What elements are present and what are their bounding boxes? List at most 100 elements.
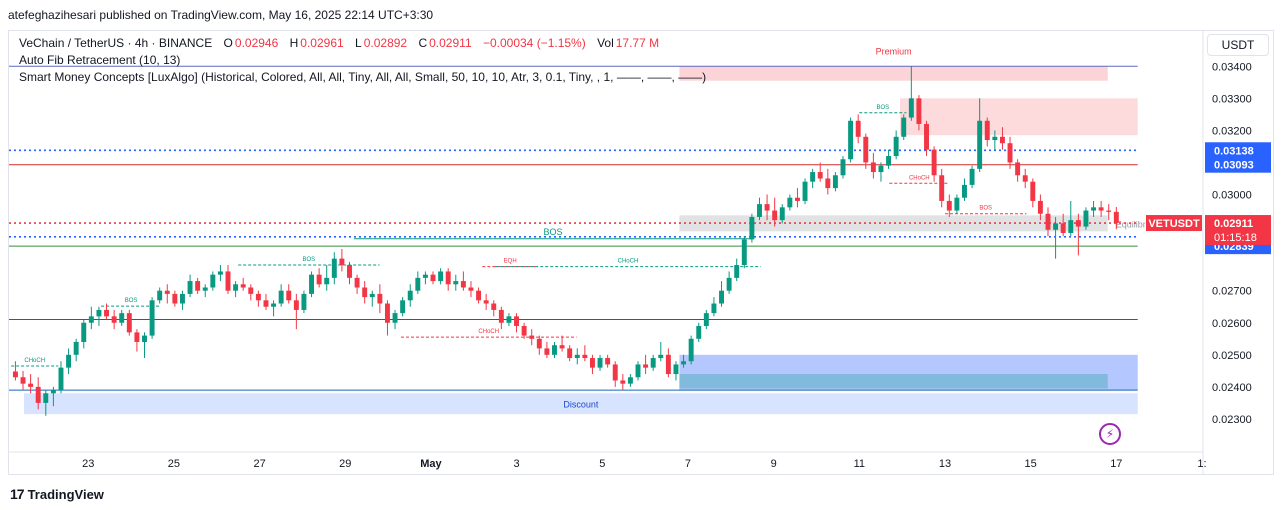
candle-body (521, 325, 527, 336)
legend-symbol[interactable]: VeChain / TetherUS · 4h · BINANCE (19, 36, 213, 50)
candle-body (605, 358, 611, 365)
candle-body (1106, 210, 1112, 212)
candle-body (324, 277, 330, 285)
symbol-tag-text: VETUSDT (1148, 218, 1200, 230)
candle (810, 168, 816, 189)
candle-body (354, 277, 360, 288)
structure-label-bos: BOS (979, 206, 992, 212)
candle (605, 354, 611, 368)
candle-body (1068, 220, 1074, 233)
candle (1113, 207, 1119, 230)
x-tick-label: 25 (168, 458, 180, 470)
candle (567, 345, 573, 362)
x-tick-label: 29 (339, 458, 351, 470)
lightning-icon[interactable]: ⚡ (1099, 423, 1121, 445)
candle-body (347, 265, 352, 278)
structure-label-bos: BOS (877, 105, 890, 111)
candle (187, 274, 193, 298)
candle (817, 162, 823, 182)
candle-body (240, 284, 246, 288)
candle-body (88, 316, 94, 323)
candle-body (187, 281, 193, 294)
candle (445, 268, 451, 291)
candle (870, 152, 876, 179)
candle (954, 194, 960, 214)
candle (384, 300, 390, 336)
candle-body (1075, 220, 1081, 227)
x-tick-label: 27 (253, 458, 265, 470)
candle (703, 309, 709, 330)
candle-body (202, 287, 208, 291)
candle (673, 361, 679, 381)
candle-body (1053, 223, 1059, 230)
x-tick-label: 3 (514, 458, 520, 470)
last-price-box (1205, 215, 1271, 246)
candle (248, 284, 254, 301)
candle (430, 271, 436, 285)
candle (741, 236, 747, 269)
candle (134, 329, 140, 352)
zone-label-equilibrium: Equilibrium (1116, 219, 1161, 229)
candle-body (400, 300, 406, 314)
candle (787, 194, 793, 211)
candle-body (66, 354, 72, 368)
candle (620, 374, 626, 391)
candle-body (50, 390, 56, 394)
candle (498, 306, 504, 330)
candle (362, 281, 368, 304)
candle (802, 178, 808, 205)
candle-body (339, 258, 345, 266)
candle-body (369, 293, 375, 298)
candle (20, 370, 26, 391)
candle (582, 345, 588, 362)
candle (643, 354, 649, 375)
candle (88, 306, 94, 330)
legend-indicator-smc[interactable]: Smart Money Concepts [LuxAlgo] (Historic… (19, 70, 707, 84)
candle (126, 309, 132, 336)
candle (377, 284, 383, 314)
candle-body (832, 175, 838, 189)
candle-body (931, 149, 937, 176)
candle (1007, 136, 1013, 169)
zone-label-premium: Premium (876, 46, 912, 56)
candle (529, 329, 535, 346)
legend-high-label: H (289, 36, 299, 50)
candle-body (840, 159, 846, 176)
legend-indicator-fib[interactable]: Auto Fib Retracement (10, 13) (19, 53, 181, 67)
candle-body (271, 303, 277, 307)
legend-open-value: 0.02946 (234, 36, 279, 50)
legend-high-value: 0.02961 (300, 36, 344, 50)
structure-label-bos: BOS (125, 298, 138, 304)
candle (104, 303, 110, 320)
candle-body (316, 274, 322, 285)
candle-body (438, 271, 444, 282)
candle-body (134, 332, 140, 342)
legend-ohlc-row[interactable]: VeChain / TetherUS · 4h · BINANCE O 0.029… (19, 35, 706, 52)
candle (119, 309, 125, 326)
chart-container[interactable]: Premium Equilibrium Discount CHoCH BOS BOS EQH… (8, 30, 1274, 475)
candle-body (286, 290, 292, 301)
candle-body (886, 156, 892, 166)
candle (286, 284, 292, 304)
candle-body (582, 354, 588, 359)
candle (35, 377, 41, 410)
candle-body (422, 274, 428, 278)
candle (400, 297, 406, 317)
candle-body (58, 367, 64, 391)
candle (179, 290, 185, 310)
candle (453, 274, 459, 291)
x-tick-label: 15 (1025, 458, 1037, 470)
candle-body (1022, 175, 1028, 182)
candle (825, 168, 831, 195)
candle-body (514, 316, 519, 326)
candle (225, 265, 231, 294)
x-tick-label: 17 (1110, 458, 1122, 470)
currency-selector-button[interactable]: USDT (1207, 34, 1269, 56)
structure-label-choch: CHoCH (478, 329, 499, 335)
candle-body (119, 313, 125, 323)
candlestick-chart[interactable]: Premium Equilibrium Discount CHoCH BOS BOS EQH… (9, 31, 1273, 474)
candle-body (741, 239, 747, 266)
candle-body (104, 309, 110, 317)
candle (202, 284, 208, 298)
tradingview-brand[interactable]: 17 TradingView (10, 486, 104, 502)
